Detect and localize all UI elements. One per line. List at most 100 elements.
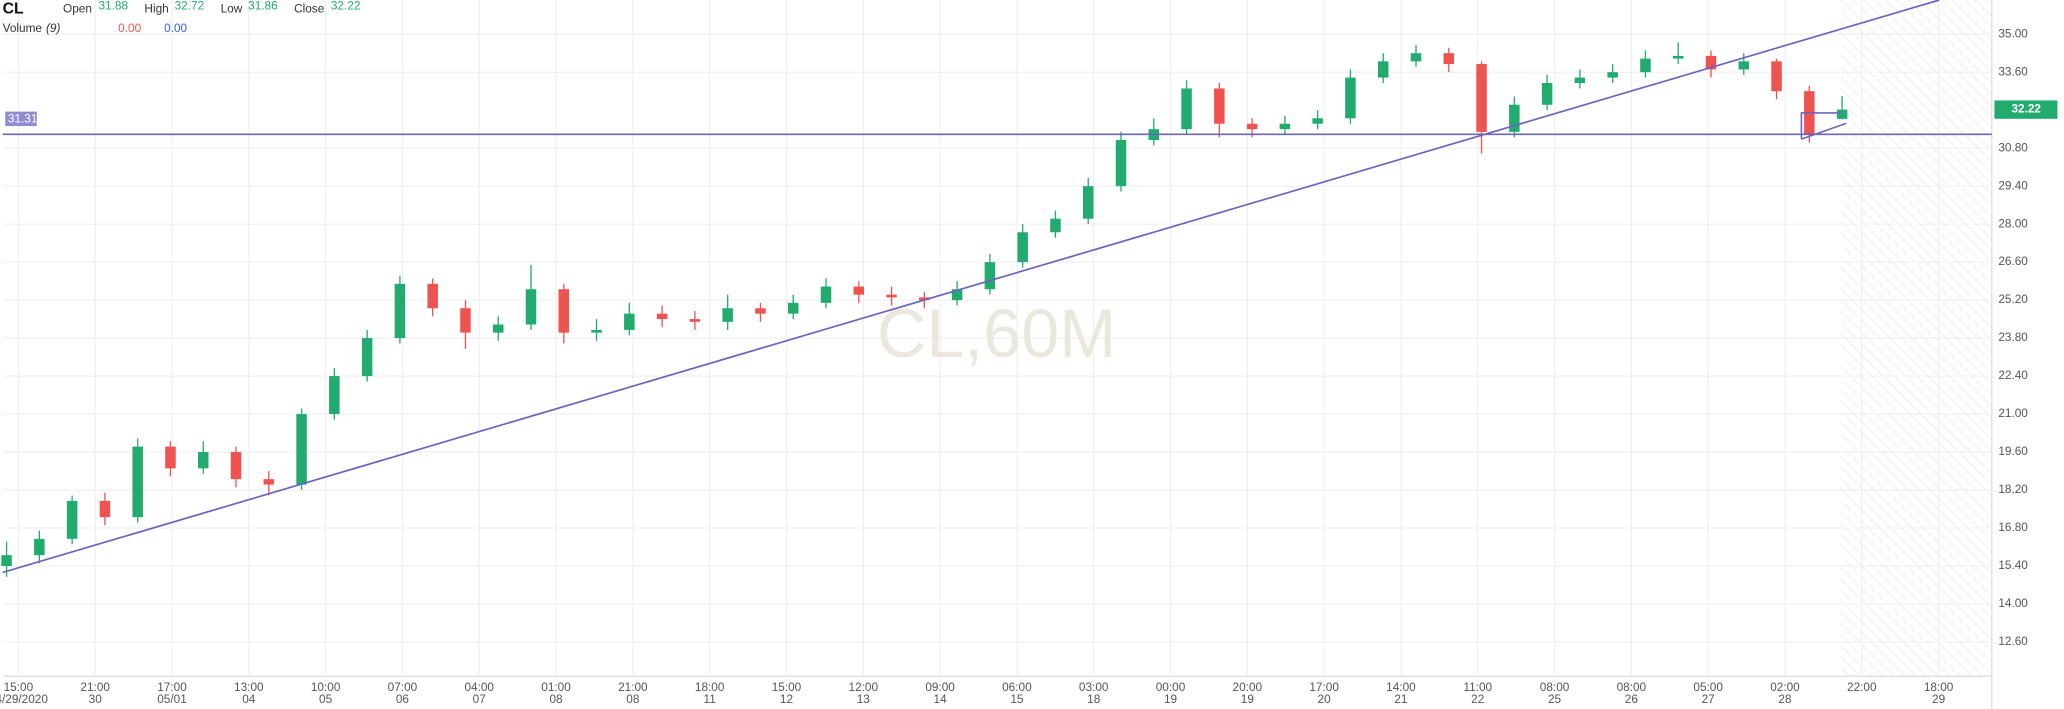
x-tick-label: 03:00: [1079, 680, 1109, 694]
last-price-label: 32.22: [2011, 102, 2041, 116]
y-tick-label: 33.60: [1998, 64, 2028, 78]
trend-line: [2, 0, 1940, 574]
candle-body: [34, 538, 45, 556]
x-tick-label: 10:00: [311, 680, 341, 694]
x-tick-date: 04/29/2020: [0, 692, 48, 706]
ohlc-value: 31.86: [248, 0, 278, 13]
candle-body: [329, 376, 340, 415]
y-tick-label: 28.00: [1998, 216, 2028, 230]
x-tick-date: 30: [89, 692, 103, 706]
candle-body: [853, 286, 865, 295]
drawing: [1800, 112, 1841, 140]
candle-body: [427, 283, 438, 309]
x-tick-date: 07: [473, 692, 486, 706]
x-tick-date: 20: [1318, 692, 1332, 706]
x-tick-label: 12:00: [849, 680, 879, 694]
x-tick-label: 21:00: [80, 680, 110, 694]
candle-body: [1050, 218, 1061, 233]
volume-param: (9): [46, 21, 60, 35]
x-tick-label: 18:00: [695, 680, 725, 694]
x-tick-date: 08: [626, 692, 640, 706]
x-tick-date: 05/01: [157, 692, 187, 706]
x-tick-label: 07:00: [388, 680, 418, 694]
x-tick-date: 22: [1471, 692, 1484, 706]
candle-body: [1017, 232, 1028, 263]
volume-value: 0.00: [164, 21, 187, 35]
x-tick-label: 21:00: [618, 680, 648, 694]
candle-body: [394, 283, 406, 339]
candle-body: [132, 446, 143, 518]
x-tick-date: 14: [934, 692, 948, 706]
candle-body: [722, 308, 733, 322]
x-tick-label: 02:00: [1770, 680, 1800, 694]
x-tick-label: 13:00: [234, 680, 264, 694]
x-tick-label: 15:00: [4, 680, 34, 694]
last-price-box: [1994, 100, 2058, 119]
ohlc-label: Close: [294, 1, 325, 15]
y-tick-label: 21.00: [1998, 406, 2028, 420]
candle-body: [1410, 53, 1422, 62]
ohlc-label: Open: [63, 1, 92, 15]
x-tick-label: 05:00: [1693, 680, 1723, 694]
ohlc-label: High: [144, 1, 168, 15]
y-tick-label: 14.00: [1998, 596, 2028, 610]
watermark: CL,60M: [877, 296, 1116, 372]
candle-body: [1279, 123, 1291, 130]
candle-body: [820, 286, 832, 303]
candle-body: [886, 294, 897, 298]
candle-body: [460, 308, 471, 333]
candle-body: [984, 262, 996, 290]
candle-body: [1672, 55, 1684, 59]
candle-body: [1541, 83, 1553, 105]
y-tick-label: 19.60: [1998, 444, 2028, 458]
hline-label-box: [5, 111, 37, 127]
x-tick-date: 28: [1778, 692, 1792, 706]
x-tick-label: 08:00: [1540, 680, 1570, 694]
x-tick-date: 06: [396, 692, 410, 706]
x-tick-date: 13: [857, 692, 871, 706]
x-tick-label: 01:00: [541, 680, 571, 694]
x-tick-date: 18: [1087, 692, 1101, 706]
x-tick-label: 08:00: [1617, 680, 1647, 694]
candle-body: [1214, 88, 1225, 124]
candle-body: [689, 319, 701, 322]
candle-body: [1443, 53, 1455, 65]
ohlc-value: 32.22: [331, 0, 361, 13]
x-tick-label: 06:00: [1002, 680, 1032, 694]
y-tick-label: 15.40: [1998, 558, 2028, 572]
x-tick-label: 14:00: [1386, 680, 1416, 694]
y-tick-label: 23.80: [1998, 330, 2028, 344]
candle-body: [1312, 118, 1323, 124]
y-tick-label: 25.20: [1998, 292, 2028, 306]
candle-body: [1, 555, 12, 567]
candle-body: [1607, 72, 1618, 78]
y-tick-label: 12.60: [1998, 634, 2028, 648]
candle-body: [591, 329, 602, 333]
x-tick-label: 22:00: [1847, 680, 1877, 694]
x-tick-label: 00:00: [1156, 680, 1186, 694]
candle-body: [492, 324, 504, 333]
y-tick-label: 26.60: [1998, 254, 2028, 268]
x-tick-date: 19: [1164, 692, 1177, 706]
candle-body: [361, 338, 373, 377]
candle-body: [1345, 77, 1356, 119]
y-tick-label: 18.20: [1998, 482, 2028, 496]
x-tick-date: 27: [1702, 692, 1715, 706]
candle-body: [1246, 123, 1258, 130]
x-tick-date: 08: [549, 692, 563, 706]
candle-body: [919, 297, 930, 301]
candle-body: [1082, 186, 1094, 219]
y-tick-label: 35.00: [1998, 26, 2028, 40]
hline-label: 31.31: [8, 112, 38, 126]
x-tick-label: 04:00: [464, 680, 494, 694]
x-tick-date: 26: [1625, 692, 1639, 706]
candle-body: [755, 308, 766, 314]
candle-body: [1771, 61, 1782, 92]
x-tick-date: 04: [242, 692, 256, 706]
candle-body: [1640, 58, 1651, 73]
x-tick-date: 11: [704, 692, 716, 706]
x-tick-date: 15: [1010, 692, 1024, 706]
y-tick-label: 16.80: [1998, 520, 2028, 534]
x-tick-label: 11:00: [1463, 680, 1492, 694]
y-tick-label: 22.40: [1998, 368, 2028, 382]
